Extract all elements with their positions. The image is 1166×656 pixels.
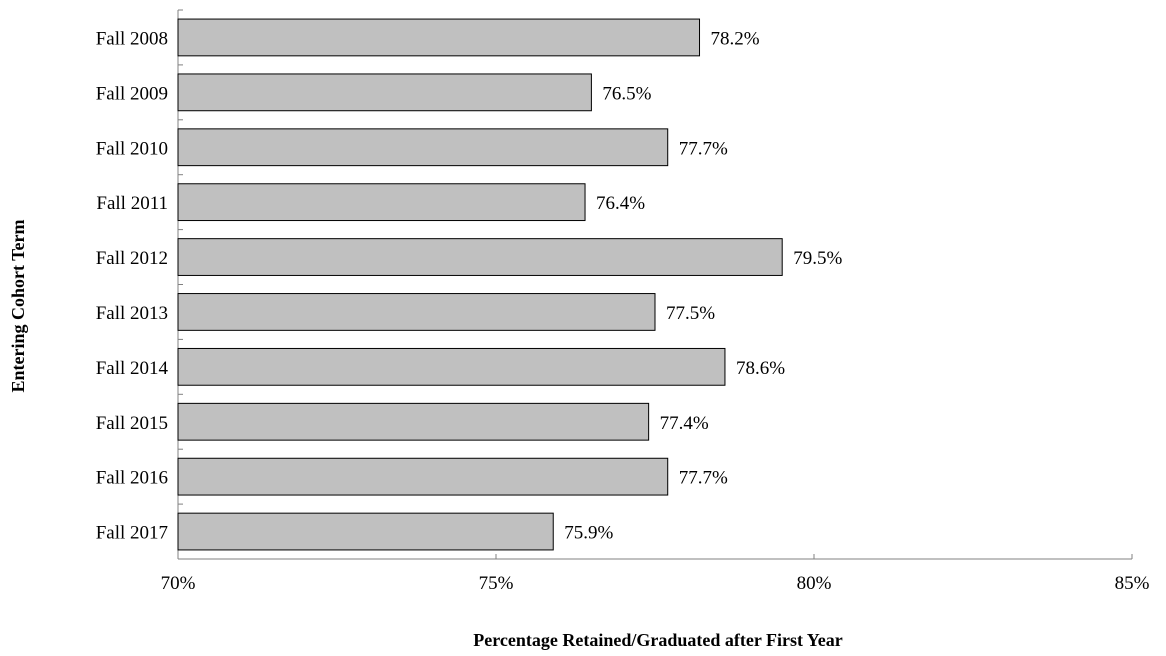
- x-axis-title: Percentage Retained/Graduated after Firs…: [473, 630, 843, 650]
- data-label: 77.4%: [660, 413, 709, 434]
- y-axis-title: Entering Cohort Term: [8, 219, 28, 392]
- y-tick-label: Fall 2009: [96, 83, 168, 104]
- bar: [177, 293, 656, 331]
- y-tick-label: Fall 2012: [96, 248, 168, 269]
- x-tick-label: 80%: [797, 573, 832, 594]
- data-label: 75.9%: [564, 523, 613, 544]
- x-tick-label: 70%: [161, 573, 196, 594]
- bar: [177, 402, 650, 441]
- data-label: 79.5%: [793, 248, 842, 269]
- y-tick-label: Fall 2013: [96, 303, 168, 324]
- bar: [177, 347, 726, 386]
- y-tick-label: Fall 2008: [96, 28, 168, 49]
- bars: [177, 18, 783, 551]
- y-tick-label: Fall 2014: [96, 358, 169, 379]
- y-tick-label: Fall 2011: [96, 193, 168, 214]
- y-tick-label: Fall 2010: [96, 138, 168, 159]
- bar: [177, 457, 669, 496]
- bar: [177, 183, 586, 222]
- labels: 70% 75% 80% 85% Fall 2008 78.2% Fall 2009 76.5%…: [96, 28, 1150, 594]
- x-tick-label: 75%: [479, 573, 514, 594]
- data-label: 77.7%: [679, 468, 728, 489]
- y-tick-label: Fall 2015: [96, 413, 168, 434]
- data-label: 77.7%: [679, 138, 728, 159]
- data-label: 78.2%: [711, 28, 760, 49]
- data-label: 78.6%: [736, 358, 785, 379]
- bar: [177, 18, 701, 57]
- bar: [177, 128, 669, 167]
- bar: [177, 238, 783, 276]
- data-label: 76.5%: [602, 83, 651, 104]
- bar: [177, 73, 592, 112]
- y-tick-label: Fall 2017: [96, 523, 168, 544]
- x-tick-label: 85%: [1115, 573, 1150, 594]
- y-tick-label: Fall 2016: [96, 468, 168, 489]
- data-label: 76.4%: [596, 193, 645, 214]
- data-label: 77.5%: [666, 303, 715, 324]
- bar: [177, 512, 554, 551]
